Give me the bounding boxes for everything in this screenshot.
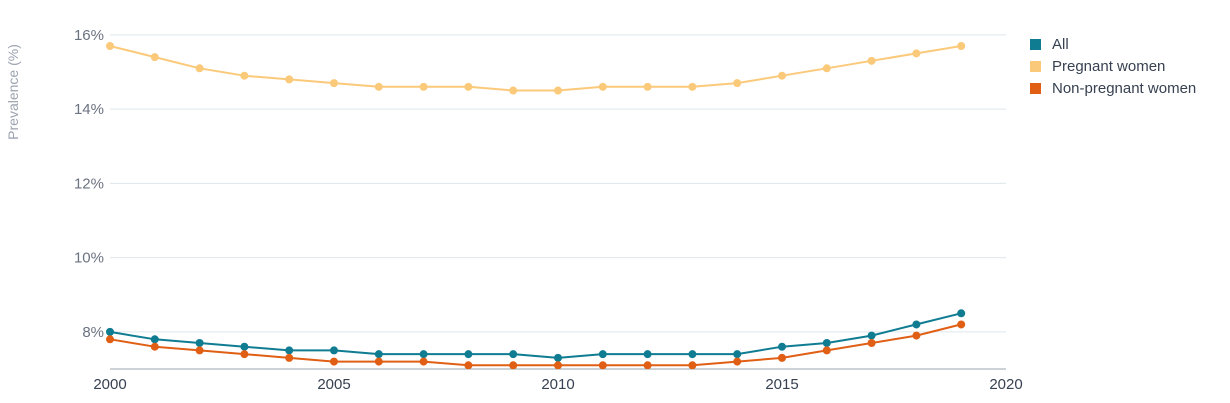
data-point[interactable] — [150, 53, 159, 62]
gridlines — [110, 34, 1006, 370]
data-point[interactable] — [509, 361, 518, 370]
data-point[interactable] — [643, 361, 652, 370]
data-point[interactable] — [643, 82, 652, 91]
y-tick-label: 8% — [82, 324, 104, 341]
x-tick-label: 2000 — [93, 376, 126, 393]
x-tick-label: 2010 — [541, 376, 574, 393]
data-point[interactable] — [867, 331, 876, 340]
data-point[interactable] — [464, 361, 473, 370]
series-line — [109, 312, 962, 359]
data-point[interactable] — [464, 350, 473, 359]
data-point[interactable] — [822, 346, 831, 355]
data-point[interactable] — [195, 64, 204, 73]
data-point[interactable] — [240, 342, 249, 351]
data-point[interactable] — [285, 75, 294, 84]
data-point[interactable] — [195, 346, 204, 355]
x-tick-label: 2020 — [989, 376, 1022, 393]
y-axis-ticks: 8% 10% 12% 14% 16% — [74, 27, 104, 341]
x-tick-label: 2015 — [765, 376, 798, 393]
data-point[interactable] — [419, 350, 428, 359]
data-point[interactable] — [733, 79, 742, 88]
data-point[interactable] — [733, 350, 742, 359]
data-point[interactable] — [374, 350, 383, 359]
data-point[interactable] — [150, 335, 159, 344]
data-point[interactable] — [330, 346, 338, 355]
data-point[interactable] — [912, 331, 921, 340]
data-point[interactable] — [957, 309, 966, 318]
data-point[interactable] — [822, 64, 831, 73]
data-point[interactable] — [912, 320, 921, 329]
data-point[interactable] — [778, 71, 786, 80]
legend-swatch — [1030, 60, 1041, 72]
legend-label: All — [1052, 35, 1069, 53]
data-point[interactable] — [240, 71, 249, 80]
y-tick-label: 14% — [74, 101, 104, 118]
data-point[interactable] — [688, 361, 697, 370]
data-point[interactable] — [106, 41, 114, 50]
series-1 — [106, 41, 966, 95]
data-point[interactable] — [867, 339, 876, 348]
data-point[interactable] — [688, 82, 697, 91]
series-0 — [106, 309, 966, 362]
data-point[interactable] — [150, 342, 159, 351]
series-layer — [106, 41, 966, 370]
data-point[interactable] — [509, 86, 518, 95]
data-point[interactable] — [106, 335, 114, 344]
data-point[interactable] — [195, 339, 204, 348]
series-line — [109, 45, 962, 92]
legend-swatch — [1030, 82, 1041, 94]
series-2 — [106, 320, 966, 370]
y-tick-label: 10% — [74, 250, 104, 267]
legend-item[interactable]: Pregnant women — [1030, 55, 1196, 77]
data-point[interactable] — [643, 350, 652, 359]
y-tick-label: 16% — [74, 27, 104, 44]
data-point[interactable] — [598, 82, 607, 91]
data-point[interactable] — [554, 86, 562, 95]
series-line — [109, 323, 962, 367]
data-point[interactable] — [464, 82, 473, 91]
data-point[interactable] — [554, 361, 562, 370]
data-point[interactable] — [374, 357, 383, 366]
data-point[interactable] — [330, 79, 338, 88]
data-point[interactable] — [598, 350, 607, 359]
data-point[interactable] — [957, 41, 966, 50]
data-point[interactable] — [374, 82, 383, 91]
data-point[interactable] — [778, 353, 786, 362]
data-point[interactable] — [419, 357, 428, 366]
y-tick-label: 12% — [74, 175, 104, 192]
data-point[interactable] — [957, 320, 966, 329]
data-point[interactable] — [419, 82, 428, 91]
data-point[interactable] — [912, 49, 921, 58]
data-point[interactable] — [106, 327, 114, 336]
legend-item[interactable]: All — [1030, 33, 1196, 55]
y-axis-label: Prevalence (%) — [5, 44, 21, 140]
legend-label: Pregnant women — [1052, 57, 1166, 75]
data-point[interactable] — [240, 350, 249, 359]
data-point[interactable] — [509, 350, 518, 359]
data-point[interactable] — [598, 361, 607, 370]
data-point[interactable] — [285, 346, 294, 355]
data-point[interactable] — [733, 357, 742, 366]
x-tick-label: 2005 — [317, 376, 350, 393]
data-point[interactable] — [822, 339, 831, 348]
data-point[interactable] — [330, 357, 338, 366]
legend-item[interactable]: Non-pregnant women — [1030, 77, 1196, 99]
data-point[interactable] — [554, 353, 562, 362]
legend: All Pregnant women Non-pregnant women — [1030, 33, 1196, 99]
data-point[interactable] — [285, 353, 294, 362]
x-axis-ticks: 2000 2005 2010 2015 2020 — [93, 376, 1022, 393]
legend-label: Non-pregnant women — [1052, 79, 1197, 97]
legend-swatch — [1030, 38, 1041, 50]
data-point[interactable] — [778, 342, 786, 351]
data-point[interactable] — [867, 56, 876, 65]
data-point[interactable] — [688, 350, 697, 359]
